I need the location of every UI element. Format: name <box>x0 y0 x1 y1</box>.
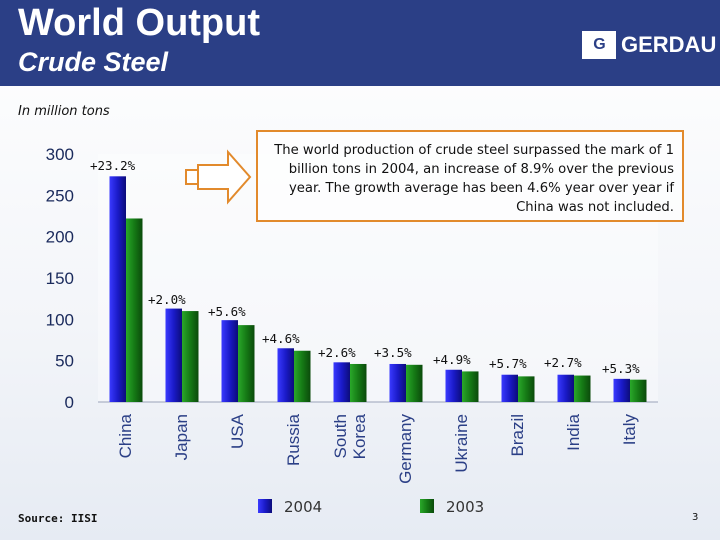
bar-2003-japan <box>182 311 199 402</box>
y-tick-label: 0 <box>65 393 74 412</box>
bar-2003-ukraine <box>462 371 479 402</box>
category-label: Germany <box>396 414 415 484</box>
bar-2004-italy <box>613 378 630 402</box>
category-label: India <box>564 413 583 450</box>
category-label: Brazil <box>508 414 527 457</box>
growth-label: +4.6% <box>262 331 300 346</box>
legend-label-2003: 2003 <box>446 498 484 516</box>
header-bar: World Output Crude Steel G GERDAU <box>0 0 720 86</box>
unit-note: In million tons <box>18 104 110 119</box>
source-note: Source: IISI <box>18 512 98 525</box>
bar-2004-germany <box>389 363 406 402</box>
bar-2004-india <box>557 374 574 402</box>
bar-2004-south-korea <box>333 362 350 402</box>
growth-label: +2.6% <box>318 345 356 360</box>
growth-label: +3.5% <box>374 345 412 360</box>
bar-2004-usa <box>221 320 238 402</box>
growth-label: +5.6% <box>208 304 246 319</box>
category-label: USA <box>228 413 247 449</box>
bar-2003-italy <box>630 379 647 402</box>
bar-2004-japan <box>165 308 182 402</box>
bar-2003-china <box>126 218 143 402</box>
bar-2004-russia <box>277 348 294 402</box>
bar-2003-germany <box>406 364 423 402</box>
growth-label: +2.7% <box>544 355 582 370</box>
gerdau-logo-icon: G <box>582 31 616 59</box>
bar-2003-usa <box>238 325 255 402</box>
legend-swatch-2003 <box>420 499 434 513</box>
growth-label: +4.9% <box>433 352 471 367</box>
category-label: Russia <box>284 413 303 466</box>
gerdau-logo-text: GERDAU <box>621 32 717 57</box>
category-label: Japan <box>172 414 191 460</box>
legend-label-2004: 2004 <box>284 498 322 516</box>
bar-2003-brazil <box>518 376 535 402</box>
growth-label: +5.7% <box>489 356 527 371</box>
bar-2003-russia <box>294 350 311 402</box>
page-subtitle: Crude Steel <box>18 47 169 77</box>
arrow-icon <box>185 149 252 205</box>
bar-2004-ukraine <box>445 369 462 402</box>
category-label: Ukraine <box>452 414 471 473</box>
category-label: China <box>116 413 135 458</box>
y-tick-label: 250 <box>46 186 74 205</box>
y-tick-label: 300 <box>46 145 74 164</box>
growth-label: +2.0% <box>148 292 186 307</box>
bar-2004-china <box>109 176 126 402</box>
growth-label: +5.3% <box>602 361 640 376</box>
page-number: 3 <box>692 512 699 523</box>
growth-label: +23.2% <box>90 158 136 173</box>
category-label: Italy <box>620 414 639 446</box>
legend-swatch-2004 <box>258 499 272 513</box>
y-tick-label: 200 <box>46 228 74 247</box>
callout-box: The world production of crude steel surp… <box>256 130 684 222</box>
page-title: World Output <box>18 2 261 44</box>
category-label: SouthKorea <box>331 413 369 459</box>
y-tick-label: 100 <box>46 310 74 329</box>
gerdau-logo: G GERDAU <box>582 30 716 60</box>
bar-2003-south-korea <box>350 363 367 402</box>
y-tick-label: 50 <box>55 352 74 371</box>
bar-2004-brazil <box>501 374 518 402</box>
y-tick-label: 150 <box>46 269 74 288</box>
bar-2003-india <box>574 375 591 402</box>
